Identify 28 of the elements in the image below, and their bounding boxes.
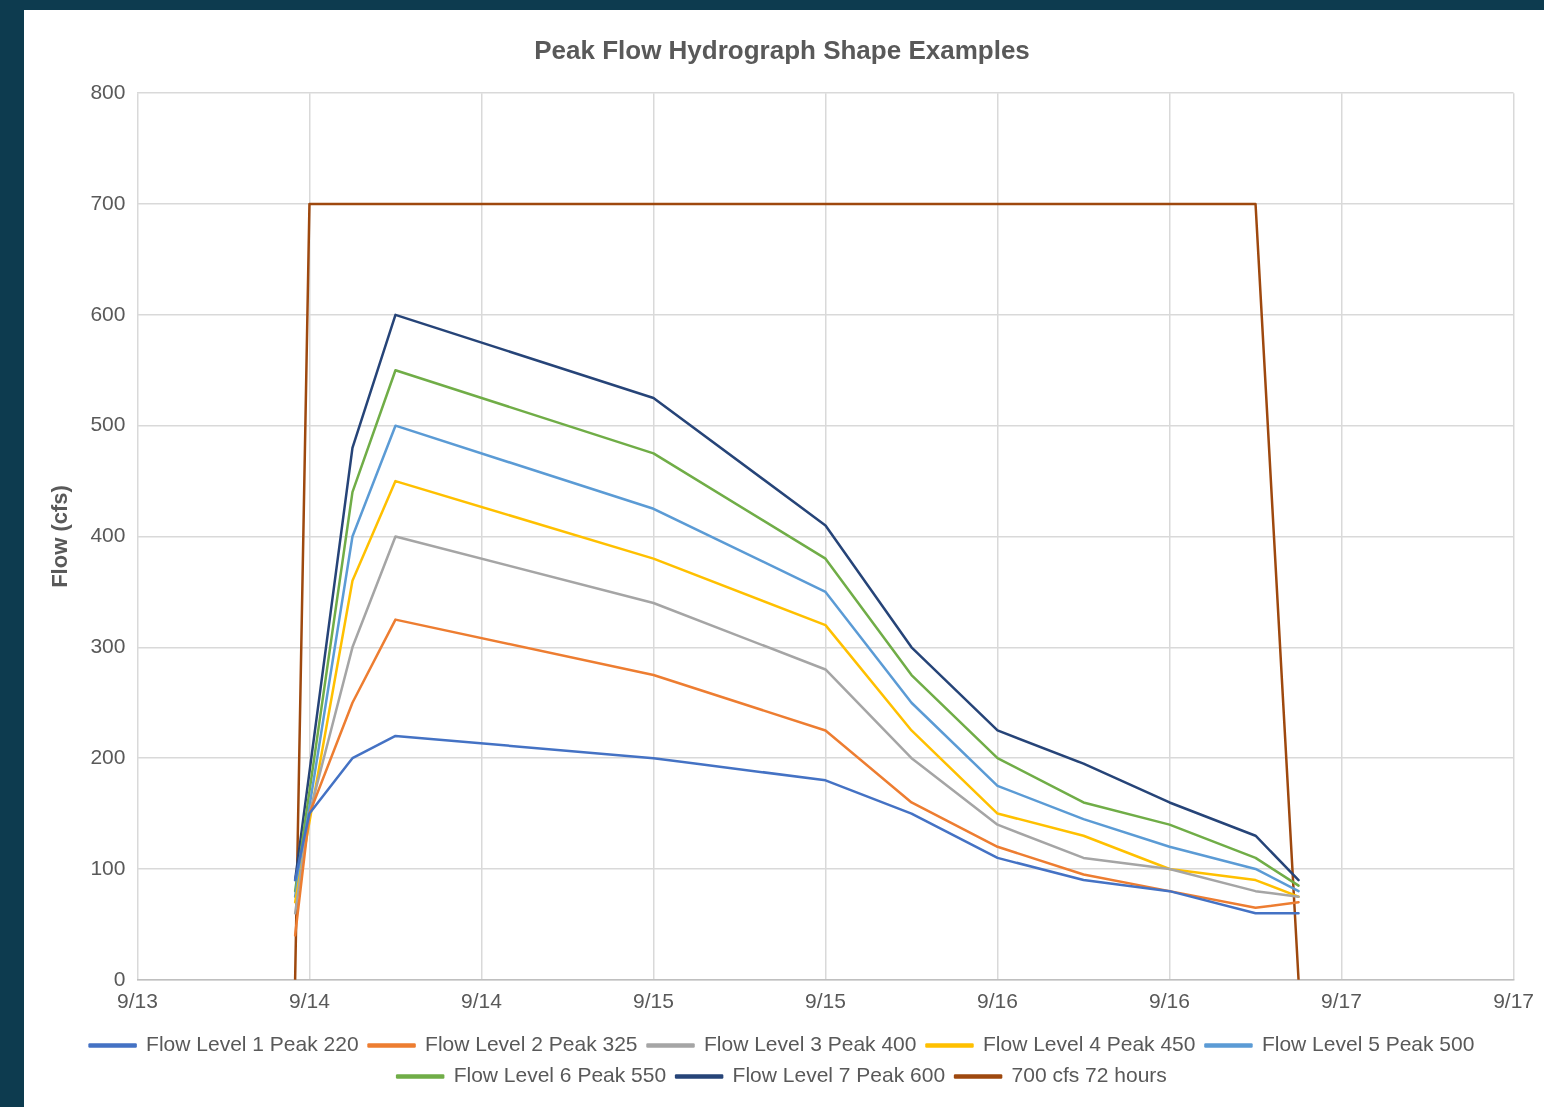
y-tick-label: 500 [90, 412, 126, 436]
x-tick-label: 9/15 [633, 989, 674, 1013]
y-tick-label: 400 [90, 523, 126, 547]
legend-label: Flow Level 6 Peak 550 [453, 1063, 667, 1087]
y-tick-label: 300 [90, 634, 126, 658]
legend-label: Flow Level 2 Peak 325 [425, 1032, 638, 1056]
y-tick-label: 800 [90, 80, 126, 103]
y-tick-label: 0 [113, 966, 126, 990]
chart-title: Peak Flow Hydrograph Shape Examples [534, 34, 1030, 65]
x-tick-label: 9/13 [117, 989, 158, 1013]
legend-label: 700 cfs 72 hours [1011, 1063, 1167, 1087]
x-tick-label: 9/14 [289, 989, 331, 1013]
x-tick-label: 9/16 [977, 989, 1018, 1013]
x-tick-label: 9/14 [461, 989, 503, 1013]
legend-label: Flow Level 3 Peak 400 [704, 1032, 917, 1056]
x-tick-label: 9/17 [1321, 989, 1362, 1013]
legend-label: Flow Level 1 Peak 220 [146, 1032, 359, 1056]
legend-label: Flow Level 5 Peak 500 [1261, 1032, 1475, 1056]
x-tick-label: 9/17 [1493, 989, 1534, 1013]
y-tick-label: 100 [90, 855, 126, 879]
y-tick-label: 700 [90, 190, 126, 214]
y-tick-label: 200 [90, 744, 126, 768]
legend-label: Flow Level 7 Peak 600 [732, 1063, 946, 1087]
y-tick-label: 600 [90, 301, 126, 325]
x-tick-label: 9/16 [1149, 989, 1190, 1013]
x-tick-label: 9/15 [805, 989, 846, 1013]
legend-label: Flow Level 4 Peak 450 [982, 1032, 1196, 1056]
y-axis-title: Flow (cfs) [47, 485, 73, 588]
